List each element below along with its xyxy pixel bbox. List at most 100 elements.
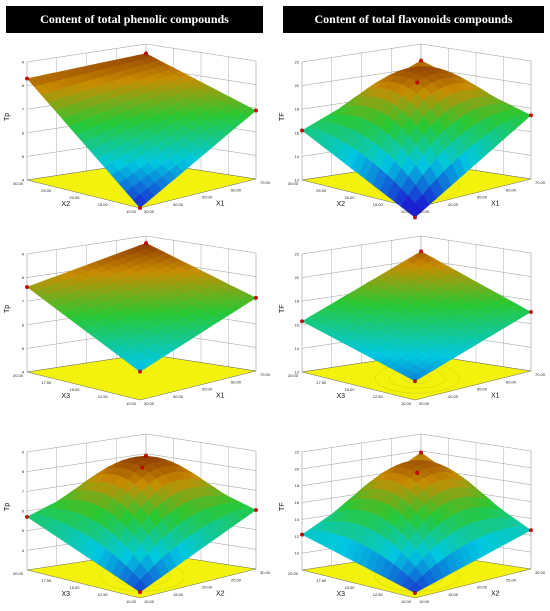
response-surface <box>301 60 532 218</box>
z-tick-label: 18 <box>295 107 300 112</box>
design-point-marker <box>529 528 533 533</box>
z-tick-label: 8 <box>22 83 25 88</box>
design-point-marker <box>25 285 29 289</box>
x-tick-label: 70.00 <box>535 180 546 185</box>
x-tick-label: 60.00 <box>506 187 517 192</box>
y-tick-label: 15.00 <box>373 202 384 207</box>
z-grid-line <box>26 433 257 453</box>
y-tick-label: 20.00 <box>288 373 299 378</box>
z-tick-label: 8 <box>22 469 25 474</box>
x-tick-label: 30.00 <box>144 209 155 214</box>
z-tick-label: 12 <box>295 178 300 183</box>
x-tick-label: 30.00 <box>144 401 155 406</box>
design-points <box>25 51 258 210</box>
z-grid-line <box>26 453 257 472</box>
y-tick-label: 17.50 <box>41 578 52 583</box>
design-point-marker <box>415 471 420 475</box>
y-tick-label: 17.50 <box>316 578 327 583</box>
surface-patch <box>132 193 148 209</box>
x-tick-label: 30.00 <box>535 570 546 575</box>
header-right-title: Content of total flavonoids compounds <box>314 12 513 26</box>
x-tick-label: 20.00 <box>202 585 213 590</box>
design-point-marker <box>140 465 145 470</box>
x-tick-label: 40.00 <box>173 202 184 207</box>
z-tick-label: 4 <box>22 370 25 375</box>
response-surface <box>26 455 257 593</box>
design-points <box>300 450 533 595</box>
x-tick-label: 40.00 <box>448 202 459 207</box>
x-axis-label: X2 <box>491 591 500 598</box>
chart-tf-x1-x2: 12 14 16 18 20 22 30.00 25.00 20.00 15.00 10.00 30.… <box>279 43 546 220</box>
x-tick-label: 15.00 <box>173 592 184 597</box>
design-point-marker <box>138 590 142 595</box>
design-point-marker <box>300 128 304 133</box>
y-tick-label: 15.00 <box>344 585 355 590</box>
y-tick-label: 30.00 <box>13 181 24 186</box>
surface-patch <box>132 579 148 593</box>
x-tick-label: 40.00 <box>173 394 184 399</box>
y-tick-label: 12.50 <box>373 394 384 399</box>
design-point-marker <box>300 319 304 324</box>
y-tick-label: 10.00 <box>401 599 412 604</box>
z-axis-label: Tp <box>4 113 11 121</box>
design-point-marker <box>144 51 148 56</box>
x-tick-label: 70.00 <box>260 180 271 185</box>
y-tick-label: 20.00 <box>288 571 299 576</box>
y-tick-label: 10.00 <box>126 401 137 406</box>
chart-tp-x1-x2: 4 5 6 7 8 9 30.00 25.00 20.00 15.00 10.00 30.00 40.0… <box>4 43 271 214</box>
design-points <box>300 249 533 384</box>
z-grid-line <box>26 235 257 255</box>
y-axis-label: X2 <box>337 201 346 208</box>
z-tick-label: 16 <box>295 322 300 327</box>
x-axis-label: X1 <box>216 201 225 208</box>
surface-patch <box>407 372 423 382</box>
design-point-marker <box>25 76 29 81</box>
z-tick-label: 7 <box>22 489 25 494</box>
y-tick-label: 20.00 <box>13 373 24 378</box>
z-grid-line <box>301 43 532 63</box>
y-tick-label: 20.00 <box>344 195 355 200</box>
y-tick-label: 10.00 <box>401 209 412 214</box>
z-tick-label: 4 <box>22 548 25 553</box>
design-points <box>25 453 258 595</box>
z-axis-label: TF <box>279 304 286 313</box>
y-tick-label: 17.50 <box>316 380 327 385</box>
chart-tf-x2-x3: 10 12 14 16 18 20 22 20.00 17.50 15.00 12.50 10.00 1… <box>279 433 546 604</box>
design-point-marker <box>254 295 258 300</box>
response-surface <box>26 53 257 209</box>
chart-tf-x1-x3: 12 14 16 18 20 22 20.00 17.50 15.00 12.50 10.00 30.… <box>279 235 546 406</box>
z-tick-label: 14 <box>295 346 300 351</box>
z-tick-label: 12 <box>295 534 300 539</box>
header-left-title: Content of total phenolic compounds <box>40 12 229 26</box>
z-tick-label: 5 <box>22 346 25 351</box>
z-tick-label: 10 <box>295 551 300 556</box>
design-point-marker <box>529 113 533 118</box>
x-tick-label: 50.00 <box>202 387 213 392</box>
y-tick-label: 12.50 <box>98 592 109 597</box>
x-axis-label: X1 <box>491 201 500 208</box>
response-surface <box>301 251 532 382</box>
design-points <box>25 241 258 374</box>
y-tick-label: 12.50 <box>373 592 384 597</box>
z-grid-line <box>26 43 257 63</box>
z-tick-label: 20 <box>295 466 300 471</box>
z-tick-label: 4 <box>22 178 25 183</box>
floor-plane <box>26 353 257 401</box>
design-point-marker <box>419 450 423 455</box>
y-axis-label: X3 <box>337 393 346 400</box>
z-axis-label: TF <box>279 112 286 121</box>
z-tick-label: 5 <box>22 528 25 533</box>
y-axis-label: X3 <box>62 591 71 598</box>
z-tick-label: 22 <box>295 450 300 455</box>
z-tick-label: 16 <box>295 500 300 505</box>
x-tick-label: 10.00 <box>419 599 430 604</box>
design-point-marker <box>413 590 417 595</box>
header-total-phenolic: Content of total phenolic compounds <box>6 6 263 33</box>
surface-patch <box>407 202 423 218</box>
design-point-marker <box>413 215 417 220</box>
design-point-marker <box>529 310 533 314</box>
x-tick-label: 50.00 <box>202 195 213 200</box>
design-point-marker <box>419 58 423 63</box>
x-tick-label: 70.00 <box>535 372 546 377</box>
z-tick-label: 18 <box>295 483 300 488</box>
